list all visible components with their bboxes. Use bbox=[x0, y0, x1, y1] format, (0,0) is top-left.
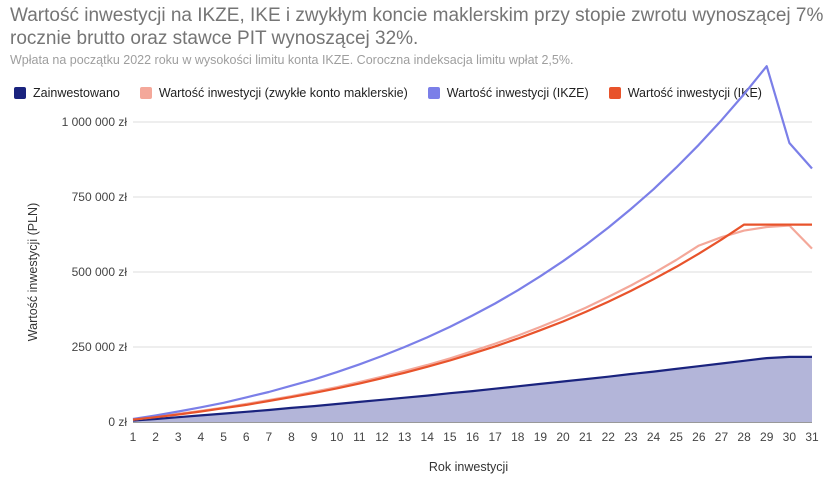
x-tick-label: 3 bbox=[175, 430, 182, 444]
x-tick-label: 18 bbox=[511, 430, 525, 444]
x-tick-label: 8 bbox=[288, 430, 295, 444]
x-tick-label: 22 bbox=[602, 430, 616, 444]
legend-label: Wartość inwestycji (IKE) bbox=[627, 86, 762, 100]
legend-label: Zainwestowano bbox=[33, 86, 120, 100]
x-tick-label: 9 bbox=[311, 430, 318, 444]
x-tick-label: 16 bbox=[466, 430, 480, 444]
y-tick-label: 500 000 zł bbox=[72, 265, 128, 279]
legend-item: Zainwestowano bbox=[14, 86, 120, 100]
x-tick-label: 13 bbox=[398, 430, 412, 444]
x-tick-label: 17 bbox=[488, 430, 502, 444]
x-tick-label: 21 bbox=[579, 430, 593, 444]
y-tick-label: 1 000 000 zł bbox=[62, 115, 128, 129]
legend-item: Wartość inwestycji (zwykłe konto maklers… bbox=[139, 86, 408, 100]
legend-swatch bbox=[139, 87, 152, 99]
legend-item: Wartość inwestycji (IKZE) bbox=[427, 86, 589, 100]
chart-title: Wartość inwestycji na IKZE, IKE i zwykły… bbox=[10, 5, 824, 49]
x-tick-label: 30 bbox=[783, 430, 797, 444]
x-tick-label: 26 bbox=[692, 430, 706, 444]
chart-subtitle: Wpłata na początku 2022 roku w wysokości… bbox=[10, 53, 574, 67]
series-line-0 bbox=[132, 355, 812, 422]
x-tick-label: 15 bbox=[443, 430, 457, 444]
x-tick-label: 1 bbox=[130, 430, 137, 444]
x-tick-label: 20 bbox=[556, 430, 570, 444]
series-line-2 bbox=[132, 65, 813, 421]
x-tick-label: 5 bbox=[220, 430, 227, 444]
legend-label: Wartość inwestycji (zwykłe konto maklers… bbox=[158, 86, 408, 100]
legend-swatch bbox=[608, 87, 621, 99]
legend-swatch bbox=[427, 87, 440, 99]
x-tick-label: 14 bbox=[421, 430, 435, 444]
x-tick-label: 19 bbox=[534, 430, 548, 444]
x-tick-label: 6 bbox=[243, 430, 250, 444]
x-tick-label: 2 bbox=[152, 430, 159, 444]
legend-swatch bbox=[14, 87, 26, 99]
x-tick-label: 28 bbox=[737, 430, 751, 444]
x-tick-label: 29 bbox=[760, 430, 774, 444]
legend-label: Wartość inwestycji (IKZE) bbox=[446, 86, 589, 100]
x-tick-label: 24 bbox=[647, 430, 661, 444]
y-tick-label: 250 000 zł bbox=[72, 340, 128, 354]
x-tick-label: 11 bbox=[353, 430, 366, 444]
x-tick-label: 12 bbox=[375, 430, 389, 444]
legend-item: Wartość inwestycji (IKE) bbox=[608, 86, 762, 100]
x-tick-label: 4 bbox=[198, 430, 205, 444]
x-tick-label: 31 bbox=[805, 430, 819, 444]
x-tick-label: 25 bbox=[670, 430, 684, 444]
series-line-3 bbox=[132, 223, 812, 421]
y-tick-label: 750 000 zł bbox=[72, 190, 128, 204]
legend: Zainwestowano Wartość inwestycji (zwykłe … bbox=[14, 84, 834, 102]
x-tick-label: 10 bbox=[330, 430, 344, 444]
y-axis-title: Wartość inwestycji (PLN) bbox=[26, 203, 40, 341]
x-tick-label: 23 bbox=[624, 430, 638, 444]
x-tick-label: 27 bbox=[715, 430, 729, 444]
x-axis-title: Rok inwestycji bbox=[429, 460, 508, 474]
x-tick-label: 7 bbox=[265, 430, 272, 444]
y-tick-label: 0 zł bbox=[108, 415, 127, 429]
